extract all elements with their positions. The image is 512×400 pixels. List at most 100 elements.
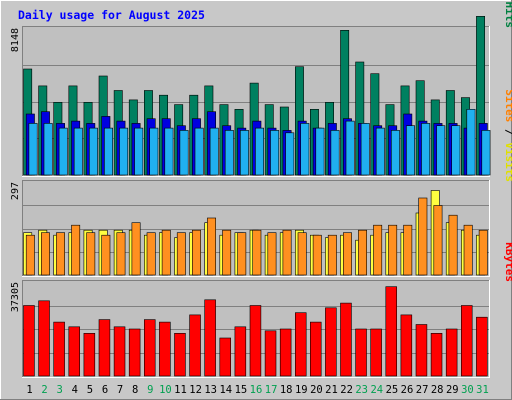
bar-pages-day-10 (164, 127, 174, 176)
x-tick-label-day-8: 8 (132, 384, 138, 396)
legend-item-hits: Hits (503, 2, 512, 29)
bar-sites-day-5 (86, 232, 96, 276)
bar-pages-day-29 (451, 125, 461, 176)
bar-kbytes-day-7 (113, 326, 126, 377)
legend-item-visits: Visits (503, 142, 512, 182)
bar-sites-day-3 (56, 232, 66, 276)
bar-sites-day-21 (327, 234, 337, 276)
bar-kbytes-day-31 (476, 316, 488, 377)
bar-pages-day-23 (360, 123, 370, 176)
bar-kbytes-day-24 (370, 328, 382, 377)
bar-kbytes-day-21 (325, 307, 337, 377)
panel-kbytes: 37305 KBytes (10, 242, 512, 378)
bar-sites-day-27 (418, 197, 428, 276)
panel-visits-sites: 297 Sites / Visits (10, 89, 512, 277)
x-tick-label-day-25: 25 (386, 384, 399, 396)
bar-sites-day-1 (25, 234, 35, 276)
bar-sites-day-9 (146, 232, 156, 276)
x-tick-label-day-6: 6 (102, 384, 108, 396)
bar-kbytes-day-18 (279, 328, 292, 377)
bar-kbytes-day-6 (98, 319, 111, 377)
bar-kbytes-day-23 (355, 328, 367, 377)
bar-sites-day-28 (433, 205, 443, 276)
x-tick-label-day-23: 23 (355, 384, 368, 396)
bar-sites-day-26 (403, 224, 413, 276)
bar-kbytes-day-3 (53, 321, 65, 377)
y-max-label: 297 (10, 182, 21, 200)
bar-sites-day-18 (282, 229, 292, 276)
x-tick-label-day-11: 11 (174, 384, 187, 396)
bar-pages-day-12 (194, 127, 204, 176)
x-tick-label-day-4: 4 (72, 384, 78, 396)
bar-pages-day-31 (481, 130, 491, 176)
bar-pages-day-25 (390, 130, 400, 176)
bar-sites-day-29 (448, 214, 458, 276)
panel-hits-files-pages: 8148 Pages / Files / Hits (10, 0, 512, 177)
bar-sites-day-2 (40, 232, 50, 276)
x-tick-label-day-24: 24 (370, 384, 383, 396)
bar-pages-day-22 (345, 120, 355, 176)
y-max-label: 8148 (10, 28, 21, 52)
bar-pages-day-19 (300, 123, 310, 176)
bar-pages-day-7 (119, 127, 129, 176)
x-tick-label-day-14: 14 (219, 384, 232, 396)
bar-sites-day-11 (176, 232, 186, 276)
x-tick-label-day-5: 5 (87, 384, 93, 396)
x-tick-label-day-9: 9 (147, 384, 153, 396)
x-tick-label-day-26: 26 (401, 384, 414, 396)
x-tick-label-day-27: 27 (416, 384, 429, 396)
bar-sites-day-10 (161, 229, 171, 276)
x-tick-label-day-22: 22 (340, 384, 353, 396)
bar-sites-day-16 (252, 229, 262, 276)
bar-kbytes-day-9 (144, 319, 156, 377)
bar-sites-day-4 (71, 224, 81, 276)
legend-visits-sites: Sites / Visits (503, 89, 512, 182)
bar-sites-day-25 (388, 224, 398, 276)
bar-pages-day-9 (149, 127, 159, 176)
x-tick-label-day-21: 21 (325, 384, 338, 396)
bar-pages-day-15 (240, 130, 249, 176)
bar-pages-day-2 (43, 123, 53, 176)
x-tick-label-day-3: 3 (57, 384, 63, 396)
bar-kbytes-day-8 (128, 328, 141, 377)
x-tick-label-day-18: 18 (280, 384, 293, 396)
bar-kbytes-day-14 (219, 337, 232, 377)
bar-kbytes-day-30 (460, 305, 473, 377)
bar-pages-day-27 (421, 123, 431, 176)
bar-kbytes-day-19 (294, 312, 307, 377)
bar-pages-day-28 (436, 125, 446, 176)
bar-sites-day-22 (342, 232, 352, 276)
bar-sites-day-31 (478, 229, 488, 276)
bar-kbytes-day-11 (174, 332, 186, 377)
bar-kbytes-day-20 (309, 321, 322, 377)
bar-kbytes-day-29 (445, 328, 458, 377)
x-tick-label-day-29: 29 (446, 384, 459, 396)
bar-pages-day-5 (89, 127, 98, 176)
legend-hits-files-pages: Pages / Files / Hits (503, 0, 512, 28)
bar-kbytes-day-5 (83, 332, 96, 377)
bar-sites-day-13 (207, 217, 216, 276)
legend-kbytes: KBytes (503, 242, 512, 282)
bar-kbytes-day-1 (23, 305, 35, 377)
bar-sites-day-20 (312, 234, 322, 276)
bar-sites-day-23 (358, 229, 367, 276)
bar-kbytes-day-4 (68, 326, 81, 377)
bar-pages-day-4 (73, 127, 83, 176)
bar-kbytes-day-15 (234, 326, 247, 377)
bar-sites-day-24 (373, 224, 383, 276)
x-tick-label-day-10: 10 (159, 384, 172, 396)
x-tick-label-day-17: 17 (265, 384, 278, 396)
bar-pages-day-14 (224, 130, 234, 176)
x-tick-label-day-7: 7 (117, 384, 123, 396)
bar-sites-day-19 (297, 232, 307, 276)
bar-pages-day-17 (270, 130, 280, 176)
bar-sites-day-12 (192, 229, 201, 276)
x-tick-label-day-16: 16 (250, 384, 263, 396)
x-tick-label-day-20: 20 (310, 384, 323, 396)
chart-title: Daily usage for August 2025 (18, 8, 205, 22)
bar-pages-day-24 (375, 127, 385, 176)
bar-pages-day-1 (28, 123, 38, 176)
bar-kbytes-day-10 (159, 321, 171, 377)
bar-sites-day-6 (101, 234, 111, 276)
bar-kbytes-day-13 (204, 299, 216, 377)
